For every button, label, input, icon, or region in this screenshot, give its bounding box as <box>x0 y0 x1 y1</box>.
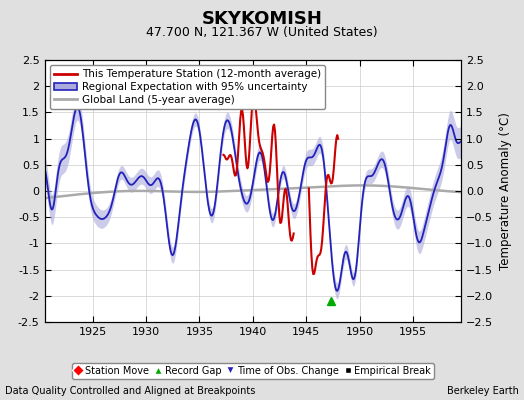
Legend: Station Move, Record Gap, Time of Obs. Change, Empirical Break: Station Move, Record Gap, Time of Obs. C… <box>72 363 434 379</box>
Text: 47.700 N, 121.367 W (United States): 47.700 N, 121.367 W (United States) <box>146 26 378 39</box>
Y-axis label: Temperature Anomaly (°C): Temperature Anomaly (°C) <box>499 112 511 270</box>
Text: Data Quality Controlled and Aligned at Breakpoints: Data Quality Controlled and Aligned at B… <box>5 386 256 396</box>
Text: SKYKOMISH: SKYKOMISH <box>202 10 322 28</box>
Text: Berkeley Earth: Berkeley Earth <box>447 386 519 396</box>
